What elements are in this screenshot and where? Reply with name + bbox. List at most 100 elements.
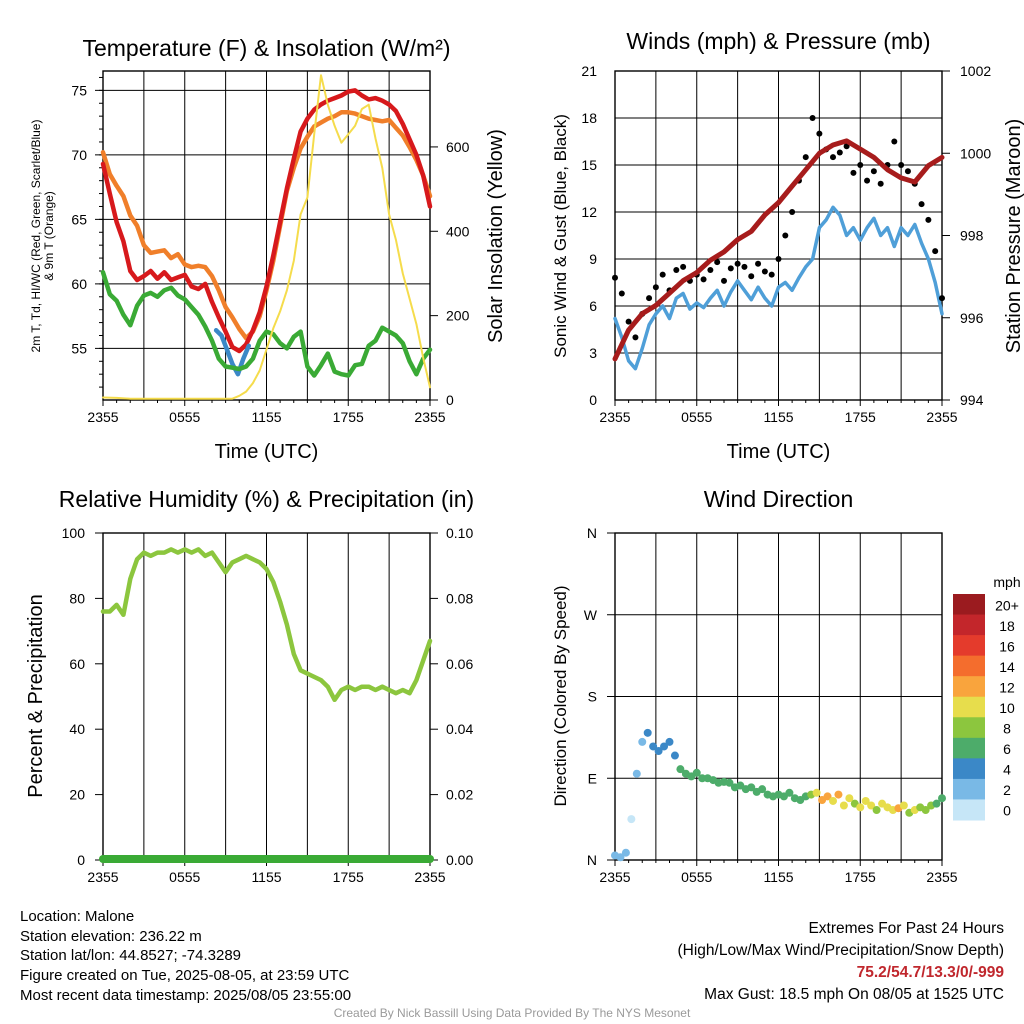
gust-point bbox=[612, 274, 618, 281]
y2-tick-label: 200 bbox=[446, 308, 470, 324]
y-tick-label: E bbox=[588, 770, 597, 786]
direction-point bbox=[665, 737, 674, 746]
y-tick-label: 21 bbox=[581, 63, 597, 79]
colorbar-swatch bbox=[953, 778, 985, 800]
direction-point bbox=[747, 783, 756, 792]
x-axis-label: Time (UTC) bbox=[215, 441, 319, 463]
extremes-legend: (High/Low/Max Wind/Precipitation/Snow De… bbox=[677, 942, 1005, 959]
colorbar-label: 14 bbox=[999, 659, 1015, 675]
colorbar-label: 0 bbox=[1003, 803, 1011, 819]
temperature-panel: 2355 0555 1155 1755 2355 Temperature (F) & In… bbox=[29, 35, 507, 463]
y-axis-label-line: & 9m T (Orange) bbox=[42, 191, 56, 281]
gust-point bbox=[721, 277, 727, 284]
y-axis-label: Sonic Wind & Gust (Blue, Black) bbox=[551, 114, 570, 358]
y-tick-label: 6 bbox=[589, 298, 597, 314]
colorbar-label: 8 bbox=[1003, 721, 1011, 737]
extremes-values: 75.2/54.7/13.3/0/-999 bbox=[856, 964, 1004, 981]
y2-tick-label: 994 bbox=[960, 392, 984, 408]
y2-tick-label: 996 bbox=[960, 310, 984, 326]
x-tick-label: 2355 bbox=[87, 409, 118, 425]
y-tick-label: 9 bbox=[589, 251, 597, 267]
colorbar-swatch bbox=[953, 594, 985, 616]
direction-point bbox=[632, 769, 641, 778]
gust-point bbox=[898, 162, 905, 168]
direction-point bbox=[692, 768, 701, 777]
gust-point bbox=[618, 290, 625, 297]
x-tick-label: 1155 bbox=[763, 869, 793, 885]
y2-tick-label: 0.02 bbox=[446, 787, 473, 803]
colorbar-swatch bbox=[953, 799, 985, 821]
series-relative-humidity bbox=[100, 547, 433, 703]
y-axis-label: Direction (Colored By Speed) bbox=[551, 585, 570, 806]
data-timestamp: Most recent data timestamp: 2025/08/05 2… bbox=[20, 986, 352, 1004]
direction-point bbox=[829, 796, 837, 805]
series-air_temp bbox=[100, 88, 433, 354]
chart-title: Winds (mph) & Pressure (mb) bbox=[626, 28, 930, 54]
station-latlon: Station lat/lon: 44.8527; -74.3289 bbox=[20, 947, 242, 965]
y2-tick-label: 0.00 bbox=[446, 852, 473, 868]
x-tick-label: 2355 bbox=[87, 869, 118, 885]
y-axis-label: 2m T, Td, HI/WC (Red, Green, Scarlet/Blu… bbox=[29, 120, 56, 353]
humidity-panel: 2355 0555 1155 1755 2355 Relative Humidity (%… bbox=[25, 486, 474, 885]
y2-axis-label: Station Pressure (Maroon) bbox=[1003, 119, 1024, 354]
gust-point bbox=[727, 265, 734, 272]
y-tick-label: N bbox=[587, 525, 597, 541]
direction-point bbox=[812, 788, 821, 797]
x-tick-label: 2355 bbox=[926, 409, 957, 425]
gust-point bbox=[734, 260, 741, 267]
direction-point bbox=[861, 796, 870, 805]
direction-point bbox=[872, 806, 881, 815]
y-tick-label: 3 bbox=[589, 345, 597, 361]
colorbar-swatch bbox=[953, 737, 985, 759]
gust-point bbox=[932, 248, 939, 255]
x-tick-label: 0555 bbox=[681, 409, 712, 425]
x-tick-label: 2355 bbox=[599, 409, 630, 425]
direction-point bbox=[845, 794, 854, 803]
x-tick-label: 1755 bbox=[333, 409, 364, 425]
direction-point bbox=[834, 790, 843, 799]
x-tick-label: 2355 bbox=[599, 869, 630, 885]
y-tick-label: W bbox=[584, 607, 598, 623]
gust-point bbox=[775, 256, 782, 262]
gust-point bbox=[673, 266, 680, 273]
x-tick-label: 1155 bbox=[251, 869, 281, 885]
x-tick-label: 1755 bbox=[845, 409, 876, 425]
colorbar-title: mph bbox=[993, 574, 1020, 590]
y-tick-label: 18 bbox=[581, 110, 597, 126]
station-elevation: Station elevation: 236.22 m bbox=[20, 927, 202, 945]
gust-point bbox=[707, 266, 714, 273]
x-tick-label: 1755 bbox=[333, 869, 364, 885]
colorbar-swatch bbox=[953, 655, 985, 677]
colorbar-swatch bbox=[953, 758, 985, 780]
x-tick-label: 0555 bbox=[169, 869, 200, 885]
y-tick-label: 15 bbox=[581, 157, 597, 173]
direction-point bbox=[660, 742, 669, 751]
x-tick-label: 0555 bbox=[169, 409, 200, 425]
gust-point bbox=[850, 169, 857, 176]
gust-point bbox=[802, 154, 809, 161]
direction-point bbox=[921, 806, 930, 815]
direction-point bbox=[823, 792, 832, 801]
gust-point bbox=[714, 259, 721, 266]
y-tick-label: S bbox=[588, 689, 597, 705]
colorbar-swatch bbox=[953, 696, 985, 718]
colorbar-swatch bbox=[953, 717, 985, 739]
y-tick-label: 80 bbox=[69, 590, 85, 606]
x-tick-label: 2355 bbox=[926, 869, 957, 885]
series-solar bbox=[102, 74, 431, 400]
y2-tick-label: 1002 bbox=[960, 63, 991, 79]
x-tick-label: 2355 bbox=[414, 409, 445, 425]
station-info: Location: Malone Station elevation: 236.… bbox=[20, 907, 351, 1006]
y-tick-label: 40 bbox=[69, 721, 85, 737]
direction-point bbox=[758, 785, 767, 794]
direction-point bbox=[785, 788, 794, 797]
gust-point bbox=[680, 263, 687, 270]
winds-panel: 2355 0555 1155 1755 2355 Winds (mph) & Pressu… bbox=[551, 28, 1024, 463]
gust-point bbox=[857, 162, 864, 168]
y2-tick-label: 0 bbox=[446, 392, 454, 408]
gust-point bbox=[632, 334, 639, 341]
direction-point bbox=[621, 848, 630, 857]
x-tick-label: 2355 bbox=[414, 869, 445, 885]
y2-tick-label: 0.08 bbox=[446, 590, 473, 606]
